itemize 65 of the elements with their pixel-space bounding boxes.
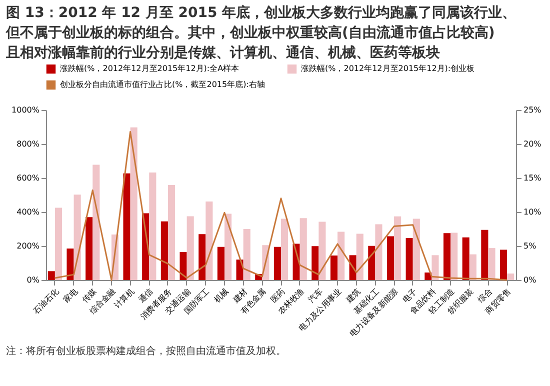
bar bbox=[500, 250, 508, 280]
bar bbox=[406, 238, 413, 280]
y-tick-label: 600% bbox=[16, 174, 40, 182]
bar bbox=[86, 217, 93, 280]
y2-tick-label: 5% bbox=[524, 242, 537, 250]
x-tick-label: 家电 bbox=[62, 286, 80, 304]
bar bbox=[450, 232, 458, 280]
bar bbox=[48, 271, 55, 280]
y2-tick-label: 20% bbox=[524, 140, 542, 148]
bar bbox=[168, 184, 176, 280]
bar bbox=[217, 246, 224, 280]
text: 且相对涨幅靠前的行业分别是传媒、计算机、通信、机械、医药等板块 bbox=[6, 45, 440, 61]
bar bbox=[149, 172, 156, 280]
y-tick-label: 400% bbox=[16, 208, 40, 216]
y2-tick-label: 15% bbox=[524, 174, 542, 182]
x-tick-label: 机械 bbox=[212, 286, 230, 304]
bar bbox=[432, 255, 439, 280]
bar bbox=[507, 274, 514, 280]
bar bbox=[386, 236, 394, 280]
bar bbox=[281, 218, 288, 280]
y-tick-label: 800% bbox=[16, 140, 40, 148]
legend-label: 涨跌幅(%，2012年12月至2015年12月):创业板 bbox=[301, 64, 475, 74]
y2-tick-label: 25% bbox=[524, 106, 542, 114]
bar bbox=[375, 224, 382, 280]
legend-label: 创业板分自由流通市值行业占比(%，截至2015年底):右轴 bbox=[60, 80, 265, 89]
bar bbox=[356, 234, 364, 280]
x-tick-label: 石油石化 bbox=[32, 286, 61, 316]
bar bbox=[180, 252, 187, 280]
bar bbox=[443, 233, 451, 280]
bar bbox=[123, 173, 130, 280]
bar bbox=[206, 201, 213, 280]
y-tick-label: 0% bbox=[26, 276, 40, 284]
bar bbox=[488, 248, 496, 280]
bar bbox=[318, 222, 326, 280]
bar bbox=[394, 216, 402, 280]
bar bbox=[412, 218, 420, 280]
bar bbox=[300, 218, 307, 280]
y-tick-label: 1000% bbox=[12, 106, 40, 114]
bar bbox=[481, 230, 488, 280]
bar bbox=[66, 248, 74, 280]
bar bbox=[330, 256, 338, 280]
bar bbox=[274, 246, 281, 280]
y2-tick-label: 10% bbox=[524, 208, 542, 216]
bar bbox=[462, 237, 470, 280]
bar bbox=[224, 214, 232, 280]
bar bbox=[186, 216, 194, 280]
text: 注：将所有创业板股票构建成组合，按照自由流通市值及加权。 bbox=[6, 345, 286, 357]
bar bbox=[54, 208, 62, 280]
text: 但不属于创业板的标的组合。其中，创业板中权重较高(自由流通市值占比较高) bbox=[6, 25, 495, 41]
bar bbox=[243, 229, 250, 280]
bar bbox=[312, 246, 319, 280]
bar bbox=[469, 254, 476, 280]
bar bbox=[92, 164, 100, 280]
y2-tick-label: 0% bbox=[524, 276, 537, 284]
bar bbox=[338, 232, 345, 280]
bar bbox=[368, 246, 376, 280]
line-series bbox=[54, 131, 508, 281]
bar bbox=[74, 194, 81, 280]
bar bbox=[160, 221, 168, 280]
bar bbox=[130, 127, 138, 280]
text: 图 13：2012 年 12 月至 2015 年底，创业板大多数行业均跑赢了同属该行业、 bbox=[6, 5, 516, 21]
legend-label: 涨跌幅(%，2012年12月至2015年12月):全A样本 bbox=[60, 64, 240, 74]
bar bbox=[236, 260, 244, 280]
y-tick-label: 200% bbox=[16, 242, 40, 250]
bar bbox=[198, 234, 206, 280]
